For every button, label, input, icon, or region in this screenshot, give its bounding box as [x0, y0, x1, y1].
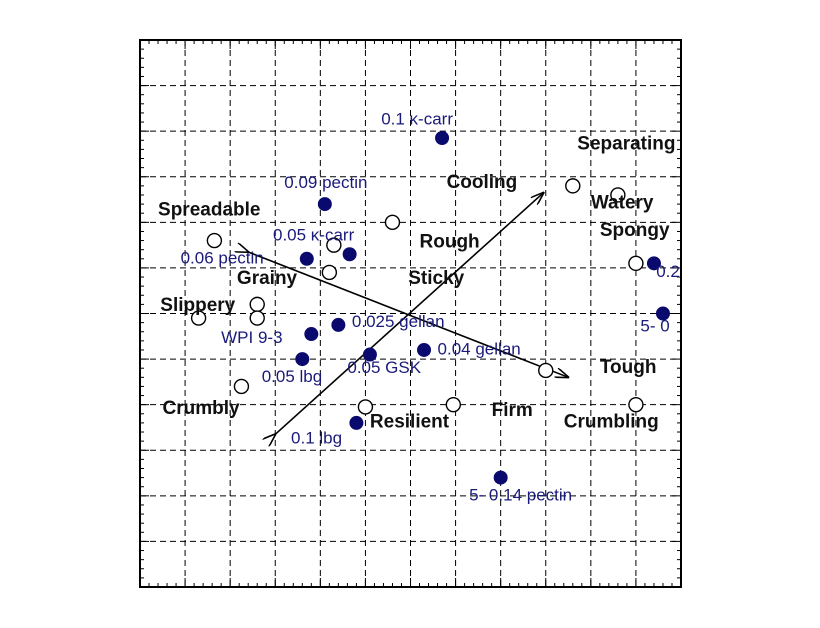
sample-point [349, 415, 364, 430]
sample-label: 0.05 κ-carr [273, 226, 355, 245]
sample-label: WPI 9-3 [221, 328, 282, 347]
sample-label: 0.2 [656, 262, 680, 281]
attribute-label: Spreadable [158, 199, 260, 220]
attribute-point [249, 296, 265, 313]
attribute-label: Slippery [160, 295, 235, 316]
attribute-point [357, 399, 374, 415]
attribute-label: Sticky [408, 268, 464, 289]
sample-label: 0.04 gellan [438, 340, 521, 359]
sample-point [304, 327, 319, 342]
sample-point [331, 317, 346, 332]
attribute-label: Crumbling [564, 411, 659, 432]
attribute-point [538, 362, 554, 379]
sample-label: 5- 0 [640, 317, 669, 336]
sample-point [362, 347, 377, 362]
sample-label: 0.1 κ-carr [381, 109, 453, 128]
attribute-label: Tough [600, 357, 657, 378]
attribute-label: Watery [591, 193, 654, 214]
sample-point [493, 470, 508, 485]
sample-label: 0.09 pectin [284, 173, 367, 192]
sample-label: 0.025 gellan [352, 312, 445, 331]
sample-label: 0.05 lbg [262, 367, 323, 386]
attribute-point [249, 310, 265, 326]
attribute-point [326, 237, 342, 253]
attribute-label: Firm [492, 400, 533, 421]
sample-point [295, 352, 310, 367]
sample-point [299, 251, 314, 266]
data-points [190, 131, 670, 485]
sample-label: 0.05 GSK [347, 358, 421, 377]
attribute-label: Resilient [370, 411, 450, 432]
attribute-label: Separating [577, 133, 675, 154]
sample-point [646, 256, 661, 271]
attribute-point [321, 264, 338, 281]
attribute-label: Grainy [237, 268, 298, 289]
plot-frame [139, 39, 682, 588]
biplot-arrows [248, 193, 568, 435]
attribute-label: Cooling [447, 172, 518, 193]
attribute-point [445, 396, 462, 413]
attribute-point [628, 255, 644, 272]
sample-point [342, 247, 357, 262]
sample-label: 0.1 lbg [291, 428, 342, 447]
sample-label: 5- 0.14 pectin [469, 485, 572, 504]
attribute-point [565, 178, 581, 194]
attribute-point [233, 378, 250, 395]
biplot-arrow [275, 193, 543, 435]
attribute-point [190, 310, 207, 326]
attribute-label: Spongy [600, 220, 670, 241]
sample-label: 0.06 pectin [181, 248, 264, 267]
sample-point [655, 306, 670, 321]
attribute-point [628, 396, 644, 413]
sample-point [317, 197, 332, 212]
sample-point [417, 342, 432, 357]
attribute-point [610, 187, 626, 203]
attribute-label: Rough [420, 231, 480, 252]
attribute-point [384, 214, 401, 231]
sample-point [435, 131, 450, 146]
attribute-label: Crumbly [163, 398, 241, 419]
attribute-point [206, 232, 223, 249]
